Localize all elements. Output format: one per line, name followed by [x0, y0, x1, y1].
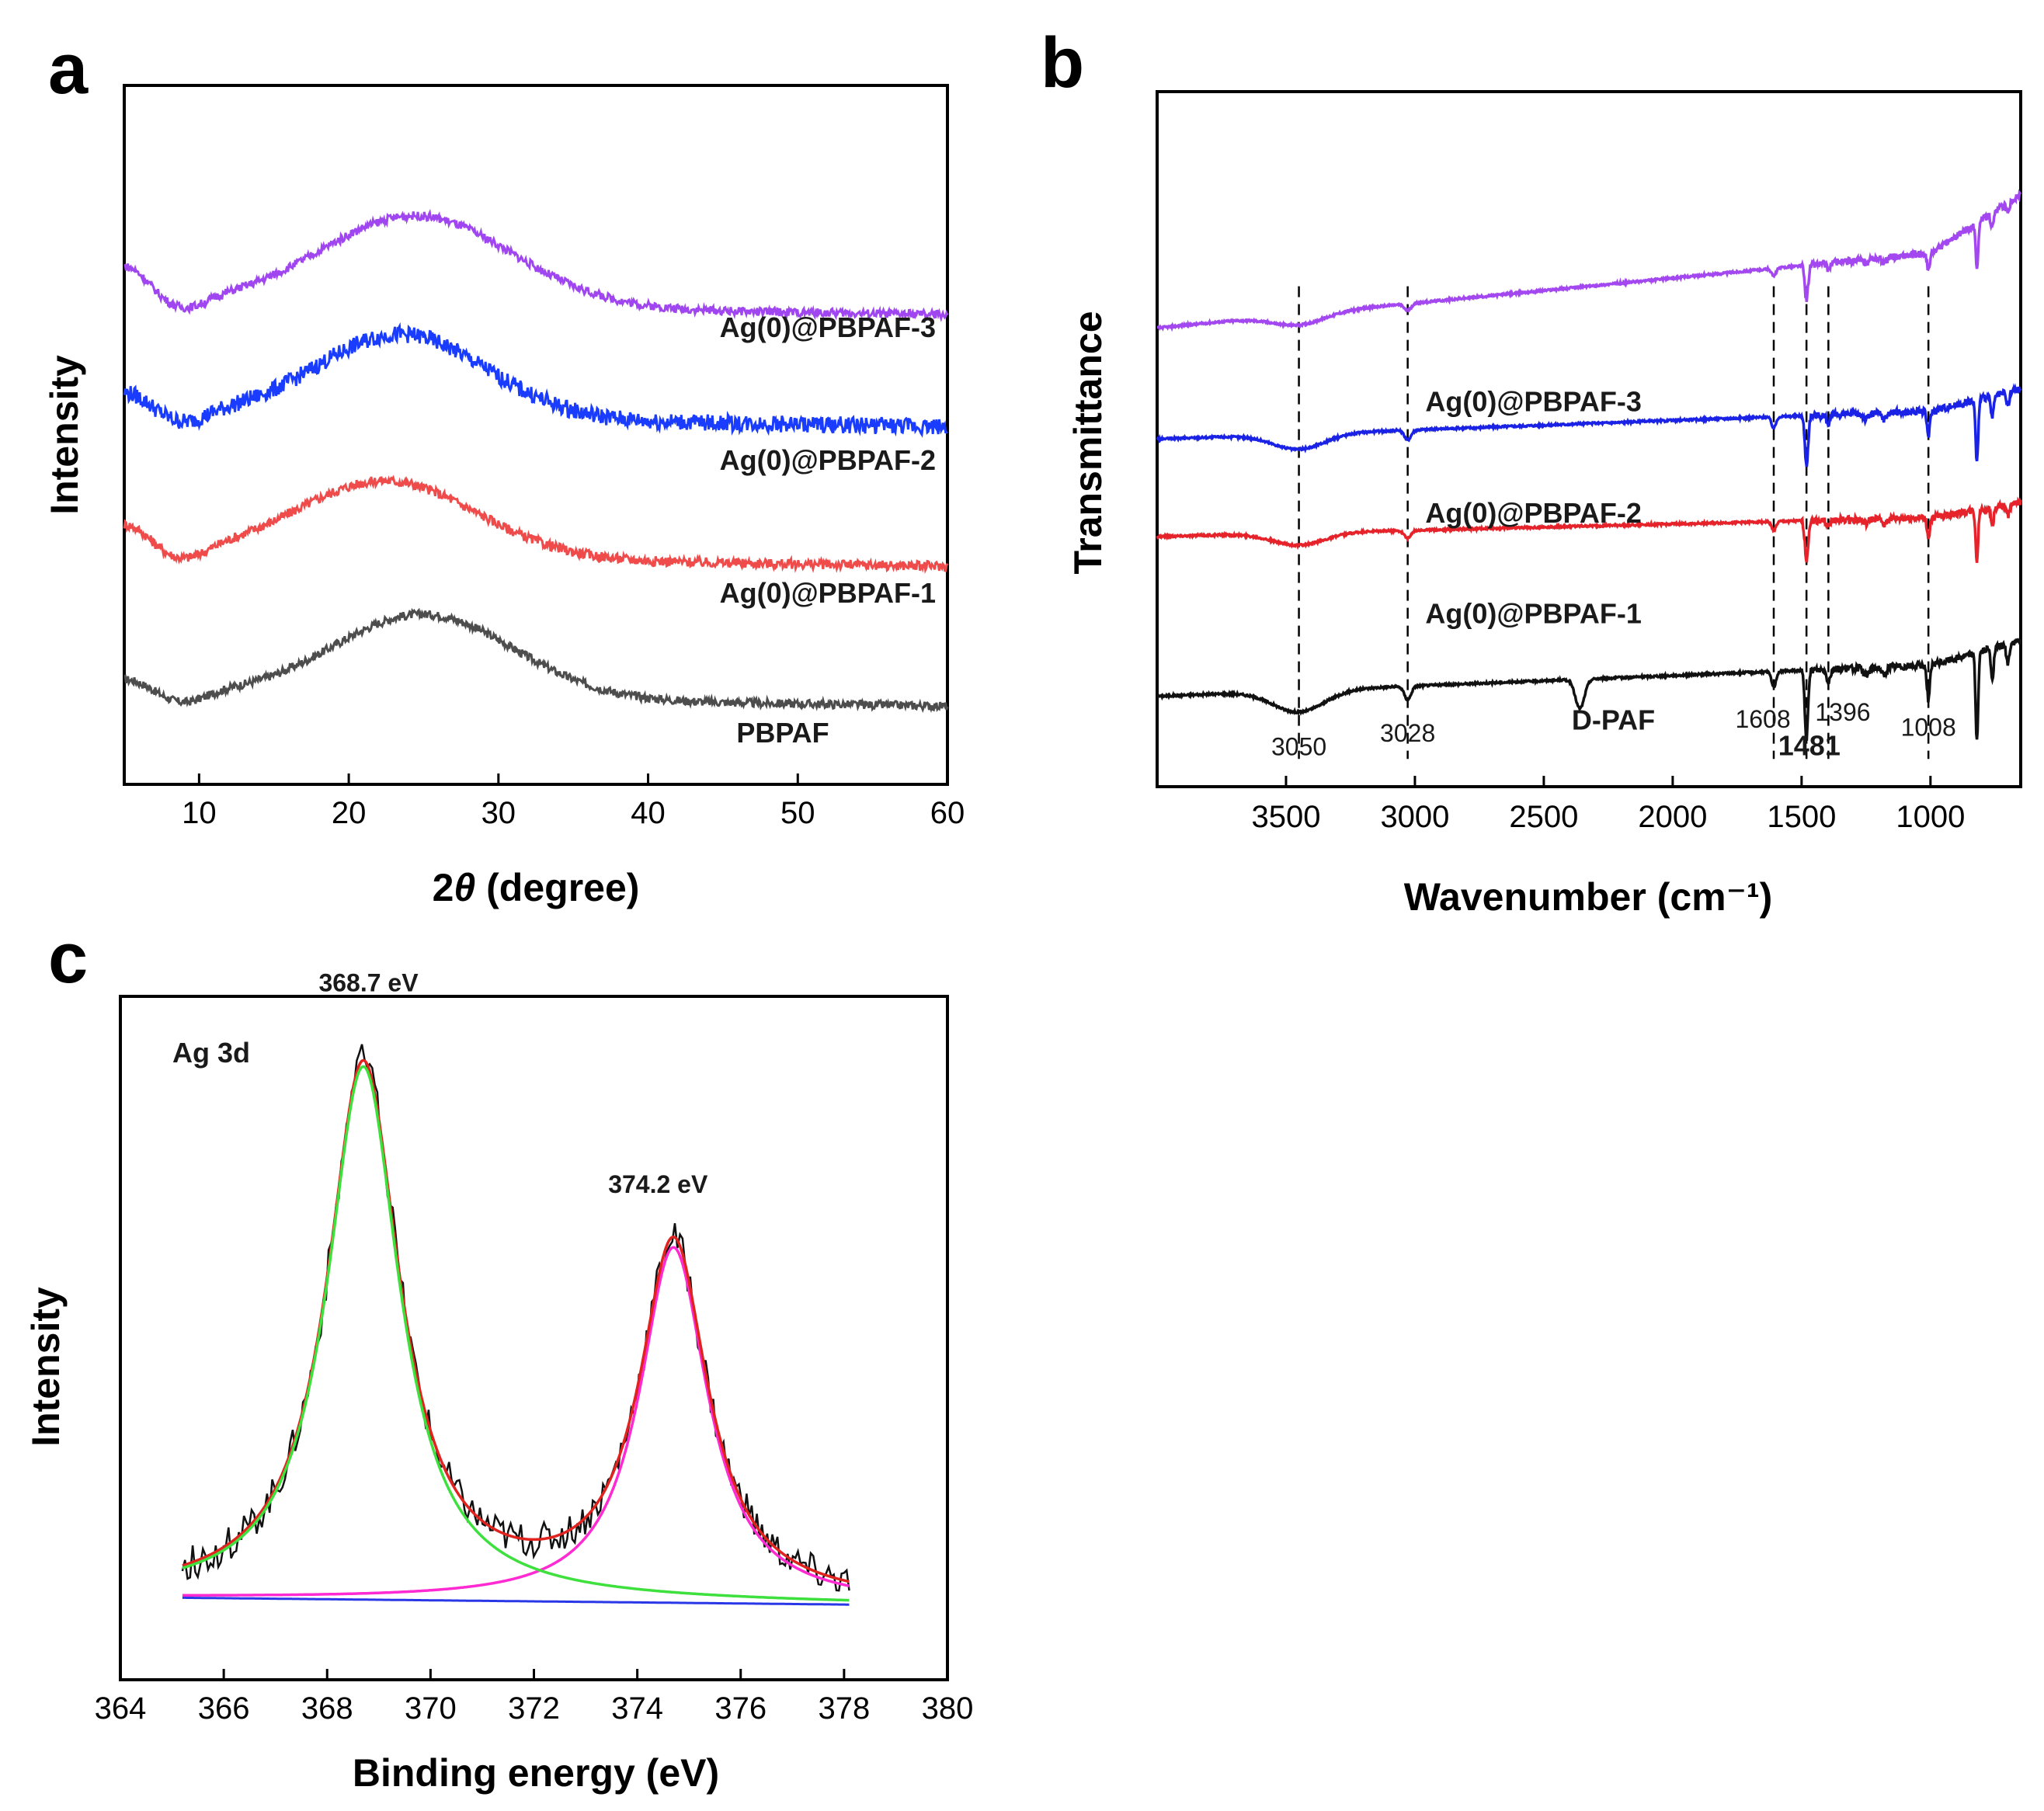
chart-b-series-label: D-PAF: [1572, 704, 1655, 736]
chart-b-xtick-label: 3000: [1380, 800, 1449, 834]
chart-a-xtick-label: 40: [631, 796, 666, 830]
chart-a-xlabel: 2θ (degree): [433, 866, 640, 909]
chart-a-ylabel: Intensity: [43, 355, 86, 515]
chart-a-xtick-label: 20: [332, 796, 367, 830]
chart-c-peak-label: 374.2 eV: [608, 1170, 708, 1198]
chart-a-series-line: [123, 607, 949, 714]
chart-c-xtick-label: 366: [198, 1691, 250, 1726]
chart-a-series-line: [123, 322, 948, 438]
chart-b-series-label: Ag(0)@PBPAF-1: [1425, 598, 1641, 630]
chart-a-xtick-label: 60: [930, 796, 965, 830]
chart-a-series-label: Ag(0)@PBPAF-1: [720, 577, 936, 609]
chart-a: 10 20 30 40 50 60 PBPAF Ag(0)@PBPAF-1 Ag(0)@PBP…: [43, 84, 965, 909]
chart-c-raw-line: [181, 1044, 850, 1592]
chart-b-xtick-label: 3500: [1251, 800, 1320, 834]
chart-a-series: [123, 208, 949, 714]
chart-a-xtick-label: 10: [182, 796, 217, 830]
chart-b-peak-label: 3028: [1380, 719, 1435, 747]
chart-b-peak-label: 1481: [1778, 730, 1841, 762]
chart-b-peak-label: 1396: [1815, 698, 1870, 726]
chart-a-xtick-label: 50: [780, 796, 815, 830]
chart-c-peak1-fit: [182, 1065, 850, 1602]
chart-a-series-label: Ag(0)@PBPAF-3: [720, 311, 936, 343]
chart-a-legend-labels: PBPAF Ag(0)@PBPAF-1 Ag(0)@PBPAF-2 Ag(0)@PBP…: [720, 311, 936, 749]
chart-c: 364 366 368 370 372 374 376 378 380 368.7 eV 374.…: [24, 969, 973, 1795]
chart-c-xtick-label: 364: [95, 1691, 147, 1726]
chart-b-series-label: Ag(0)@PBPAF-2: [1425, 497, 1641, 529]
chart-c-peak-labels: 368.7 eV 374.2 eV: [318, 969, 708, 1198]
chart-b-peak-label: 3050: [1271, 733, 1326, 761]
panel-label-a: a: [48, 30, 89, 109]
panel-label-c: c: [48, 919, 88, 998]
chart-c-xticks: 364 366 368 370 372 374 376 378 380: [95, 1669, 974, 1726]
chart-c-ylabel: Intensity: [24, 1287, 68, 1447]
chart-c-region-label: Ag 3d: [172, 1037, 250, 1069]
chart-c-xtick-label: 376: [714, 1691, 766, 1726]
chart-b-xtick-label: 2000: [1638, 800, 1707, 834]
chart-b-xtick-label: 1000: [1896, 800, 1965, 834]
chart-a-frame: [123, 84, 949, 786]
chart-a-xticks: 10 20 30 40 50 60: [182, 773, 965, 830]
chart-b-series-line: [1156, 383, 2022, 468]
chart-a-series-line: [123, 474, 949, 575]
chart-a-series-line: [123, 208, 949, 322]
chart-c-xtick-label: 374: [611, 1691, 663, 1726]
chart-b-peak-label: 1008: [1901, 714, 1956, 742]
chart-c-xtick-label: 380: [922, 1691, 974, 1726]
chart-c-peak2-fit: [182, 1246, 850, 1597]
chart-c-xlabel: Binding energy (eV): [353, 1751, 719, 1795]
chart-b-peak-label: 1608: [1735, 705, 1790, 733]
chart-b-series-line: [1156, 496, 2022, 563]
chart-a-series-label: Ag(0)@PBPAF-2: [720, 444, 936, 476]
chart-b-xtick-label: 2500: [1509, 800, 1578, 834]
chart-b-series-line: [1156, 638, 2022, 742]
chart-c-envelope-line: [182, 1058, 850, 1583]
chart-c-peak-label: 368.7 eV: [318, 969, 419, 997]
chart-c-xtick-label: 370: [405, 1691, 457, 1726]
panel-label-b: b: [1041, 23, 1084, 103]
chart-b-series-line: [1156, 189, 2022, 332]
chart-c-background-line: [182, 1596, 850, 1606]
chart-c-xtick-label: 368: [301, 1691, 353, 1726]
chart-c-xtick-label: 372: [508, 1691, 560, 1726]
chart-b-xlabel: Wavenumber (cm⁻¹): [1404, 875, 1773, 919]
chart-c-series: [181, 1044, 850, 1606]
chart-b-series-label: Ag(0)@PBPAF-3: [1425, 386, 1641, 418]
chart-b-legend-labels: D-PAF Ag(0)@PBPAF-1 Ag(0)@PBPAF-2 Ag(0)@PBP…: [1425, 386, 1655, 736]
chart-a-xtick-label: 30: [481, 796, 516, 830]
chart-c-xtick-label: 378: [819, 1691, 871, 1726]
chart-b-xticks: 3500 3000 2500 2000 1500 1000: [1251, 776, 1965, 834]
chart-b-xtick-label: 1500: [1767, 800, 1836, 834]
chart-b: 3500 3000 2500 2000 1500 1000 D-PAF Ag(0)@PBPA…: [1066, 90, 2022, 919]
chart-b-ylabel: Transmittance: [1066, 311, 1110, 574]
chart-a-series-label: PBPAF: [736, 717, 829, 749]
chart-b-series: [1156, 189, 2022, 742]
